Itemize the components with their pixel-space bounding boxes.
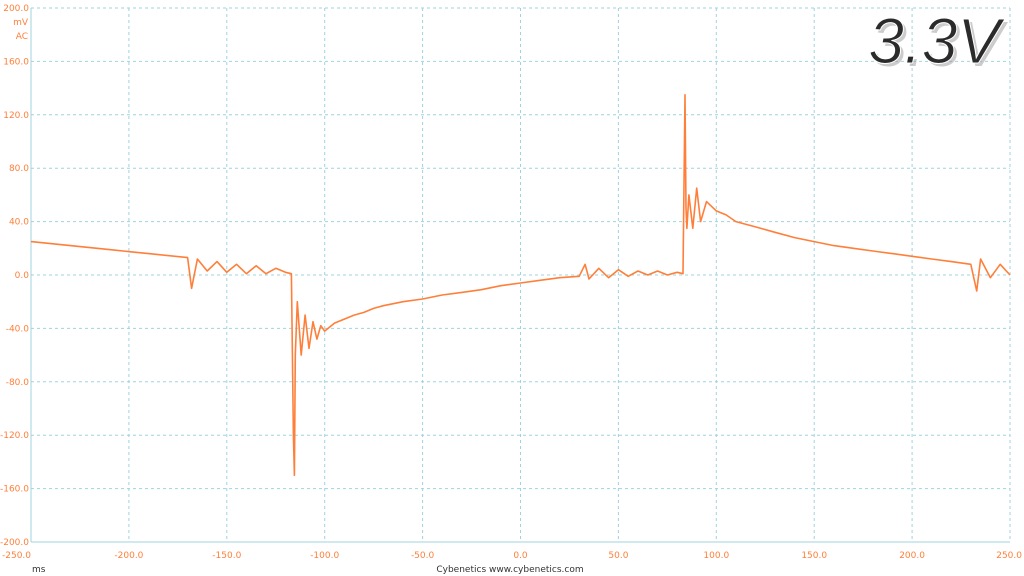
y-tick-label: -120.0 [0,431,29,441]
x-tick-label: 200.0 [899,551,925,561]
x-tick-label: -100.0 [310,551,339,561]
x-tick-label: 50.0 [608,551,628,561]
y-tick-label: 80.0 [9,164,29,174]
chart-title-shadow: 3.3V [871,8,1008,80]
x-tick-label: 250.0 [996,551,1022,561]
y-tick-label: 200.0 [3,4,29,14]
y-tick-label: 160.0 [3,57,29,67]
x-tick-label: -50.0 [411,551,435,561]
x-tick-label: 0.0 [513,551,528,561]
y-tick-label: 120.0 [3,111,29,121]
y-tick-label: -200.0 [0,538,29,548]
x-tick-label: 100.0 [703,551,729,561]
x-unit-label: ms [32,565,46,575]
y-tick-label: -80.0 [6,378,30,388]
chart-title: 3.3V [868,5,1005,77]
x-tick-label: -150.0 [212,551,241,561]
credit-text: Cybenetics www.cybenetics.com [436,565,583,575]
x-tick-label: -200.0 [114,551,143,561]
y-tick-label: 0.0 [15,271,30,281]
x-tick-label: 150.0 [801,551,827,561]
y-tick-label: 40.0 [9,218,29,228]
y-tick-label: -40.0 [6,324,30,334]
waveform-trace [30,94,1011,477]
y-tick-label: -160.0 [0,485,29,495]
coupling-label: AC [16,32,28,42]
x-tick-labels: -250.0 -200.0 -150.0 -100.0 -50.0 0.0 50.0 100.… [2,551,1022,561]
x-tick-label: -250.0 [2,551,31,561]
y-tick-labels: 200.0 160.0 120.0 80.0 40.0 0.0 -40.0 -80.0 -120… [0,4,29,548]
y-unit-label: mV [13,18,29,28]
